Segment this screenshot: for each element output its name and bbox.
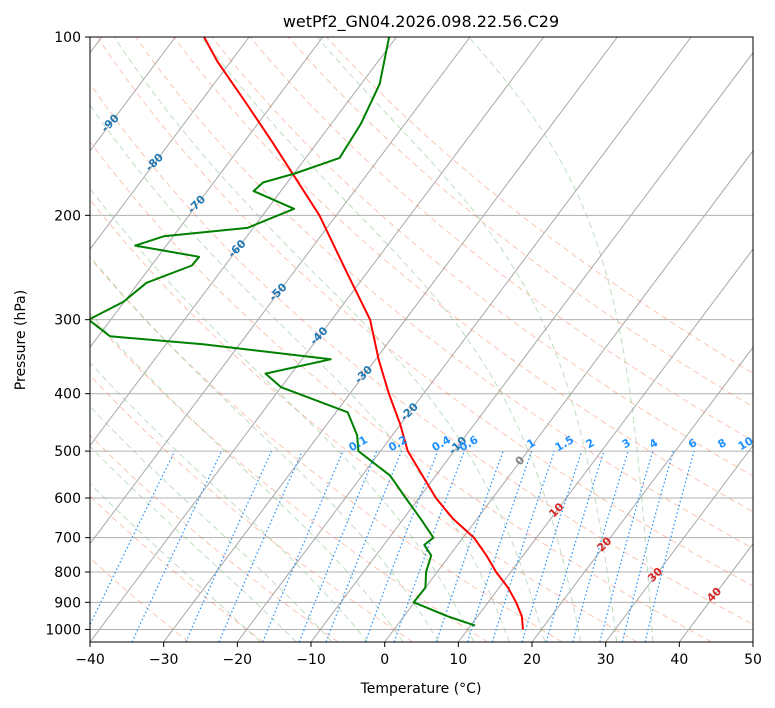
x-tick-label: 10 (449, 652, 467, 668)
mixing-ratio-line (644, 450, 695, 642)
mixing-ratio-line (491, 450, 555, 642)
mixing-ratio-line (325, 450, 403, 642)
isotherm-line (384, 150, 753, 642)
dry-adiabat-line (96, 37, 753, 587)
moist-adiabat-line (90, 445, 297, 642)
mixing-ratio-line (218, 450, 303, 642)
y-tick-label: 900 (54, 595, 81, 611)
dry-adiabat-line (90, 83, 753, 625)
x-tick-label: 50 (744, 652, 762, 668)
dry-adiabat-line (135, 37, 753, 550)
x-tick-label: −10 (296, 652, 326, 668)
dry-adiabat-line (90, 198, 638, 642)
y-tick-label: 200 (54, 208, 81, 224)
mixing-ratio-line (621, 450, 674, 642)
mixing-ratio-line (435, 450, 504, 642)
isotherm-line (163, 37, 618, 642)
mixing-ratio-line (298, 450, 378, 642)
dewpoint-profile-line (90, 37, 476, 627)
plot-background (90, 37, 753, 642)
mixing-ratio-label: 10 (736, 434, 756, 453)
isotherm-line (90, 37, 324, 349)
isotherm-line (90, 37, 545, 642)
sounding-series (90, 37, 524, 630)
mixing-ratio-label: 13 (764, 434, 775, 453)
x-axis: −40 −30 −20 −10 0 10 20 30 40 50 (75, 642, 762, 668)
y-tick-label: 1000 (45, 622, 81, 638)
x-tick-label: −20 (223, 652, 253, 668)
isotherm-lines (90, 37, 753, 642)
dry-adiabat-line (249, 37, 753, 442)
moist-adiabat-line (468, 37, 654, 642)
mixing-ratio-line (521, 450, 583, 642)
y-tick-label: 700 (54, 531, 81, 547)
mixing-ratio-line (545, 450, 605, 642)
y-tick-label: 500 (54, 444, 81, 460)
isotherm-line (90, 37, 176, 152)
x-tick-label: −40 (75, 652, 105, 668)
isotherm-line (531, 346, 753, 642)
isotherm-line (90, 37, 250, 250)
moist-adiabat-line (90, 483, 261, 642)
moist-adiabat-line (90, 312, 404, 642)
x-tick-label: 30 (597, 652, 615, 668)
x-tick-label: 40 (670, 652, 688, 668)
plot-area: -100-90-80-70-60-50-40-30-20-10010203040… (52, 37, 775, 642)
isotherm-line (605, 444, 753, 642)
isotherm-line (310, 51, 753, 642)
plot-frame (89, 36, 754, 643)
y-axis-title: Pressure (hPa) (13, 290, 29, 390)
moist-adiabat-lines (90, 37, 654, 642)
isotherm-line (752, 641, 753, 642)
temperature-profile-line (203, 37, 524, 630)
x-tick-label: −30 (149, 652, 179, 668)
y-tick-label: 100 (54, 30, 81, 46)
mixing-ratio-line (262, 450, 344, 642)
moist-adiabat-line (90, 405, 333, 642)
mixing-ratio-line (185, 450, 273, 642)
y-tick-label: 400 (54, 387, 81, 403)
dry-adiabat-line (90, 374, 414, 642)
isotherm-line (90, 37, 471, 545)
x-axis-title: Temperature (°C) (360, 681, 482, 697)
moist-adiabat-line (201, 37, 582, 642)
mixing-ratio-line (90, 450, 176, 627)
chart-title: wetPf2_GN04.2026.098.22.56.C29 (283, 12, 559, 32)
x-tick-label: 0 (380, 652, 389, 668)
dry-adiabat-line (90, 140, 712, 642)
x-tick-label: 20 (523, 652, 541, 668)
dry-adiabat-line (211, 37, 753, 477)
mixing-ratio-line (393, 450, 465, 642)
y-tick-label: 600 (54, 491, 81, 507)
y-axis: 100 200 300 400 500 600 700 800 900 1000 (45, 30, 90, 638)
mixing-ratio-line (599, 450, 654, 642)
mixing-ratio-line (364, 450, 439, 642)
isotherm-line (236, 37, 692, 642)
dry-adiabat-line (173, 37, 753, 513)
dry-adiabat-lines (90, 37, 753, 642)
moist-adiabat-line (90, 361, 369, 642)
moist-adiabat-line (90, 187, 475, 642)
isotherm-label: -100 (52, 69, 81, 98)
isotherm-line (90, 37, 397, 447)
isotherm-line (457, 248, 753, 642)
y-tick-label: 800 (54, 565, 81, 581)
moist-adiabat-line (316, 37, 618, 642)
dry-adiabat-line (90, 257, 563, 642)
mixing-ratio-line (466, 450, 533, 642)
mixing-ratio-line (572, 450, 629, 642)
mixing-ratio-lines (90, 450, 695, 642)
pressure-gridlines (90, 37, 753, 630)
moist-adiabat-line (113, 37, 546, 642)
y-tick-label: 300 (54, 313, 81, 329)
